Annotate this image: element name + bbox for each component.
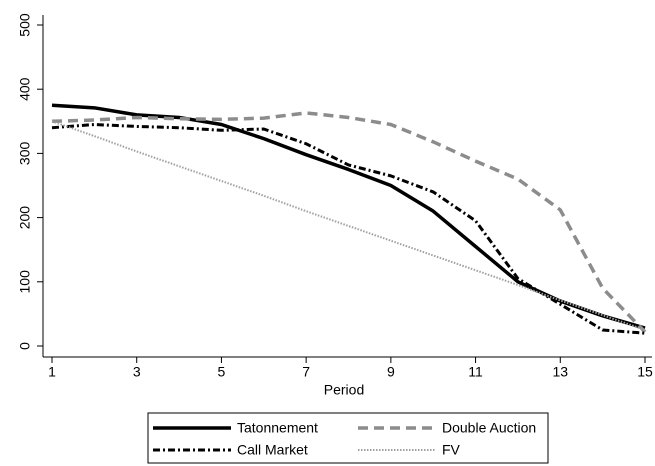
x-tick-label: 15 xyxy=(637,364,653,380)
series-line xyxy=(51,111,647,334)
x-tick-label: 1 xyxy=(48,364,56,380)
series-line xyxy=(51,123,646,335)
x-tick-label: 5 xyxy=(218,364,226,380)
x-tick-label: 11 xyxy=(468,364,483,380)
y-tick-label: 200 xyxy=(17,206,33,230)
series-line xyxy=(51,120,646,331)
x-axis-label: Period xyxy=(324,382,364,398)
x-tick-label: 7 xyxy=(302,364,310,380)
y-tick-label: 300 xyxy=(17,142,33,166)
legend-label: Call Market xyxy=(237,442,308,458)
legend-label: Double Auction xyxy=(442,420,536,436)
x-tick-label: 13 xyxy=(552,364,568,380)
legend-label: FV xyxy=(442,442,461,458)
legend-box xyxy=(147,412,549,464)
y-tick-label: 500 xyxy=(17,13,33,37)
y-tick-label: 100 xyxy=(17,270,33,294)
series-line xyxy=(51,103,646,330)
y-tick-label: 400 xyxy=(17,77,33,101)
y-tick-label: 0 xyxy=(17,342,33,350)
legend-label: Tatonnement xyxy=(237,420,318,436)
x-tick-label: 9 xyxy=(387,364,395,380)
x-tick-label: 3 xyxy=(133,364,141,380)
